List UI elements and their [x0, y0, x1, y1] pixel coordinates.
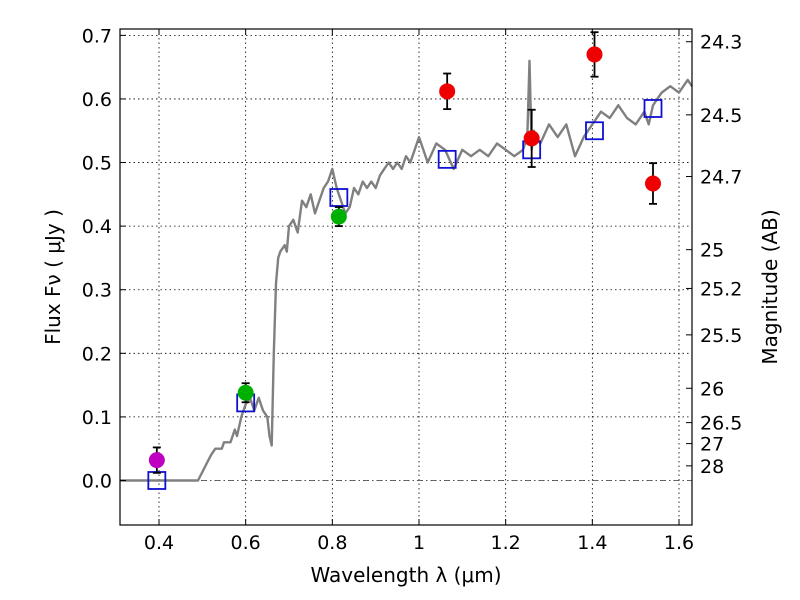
mag-tick-label: 27 [700, 434, 724, 456]
x-tick-label: 0.6 [231, 532, 261, 554]
y-axis-label: Flux Fν ( μJy ) [41, 209, 65, 345]
y-tick-label: 0.7 [82, 25, 112, 47]
mag-tick-label: 24.5 [700, 105, 742, 127]
mag-tick-label: 28 [700, 456, 724, 478]
observed-flux-point [523, 130, 540, 147]
observed-flux-point [645, 175, 661, 192]
mag-tick-label: 24.7 [700, 167, 742, 189]
sed-curve-layer [120, 59, 693, 482]
plot-frame [119, 28, 693, 526]
x-tick-label: 1.4 [577, 532, 607, 554]
mag-tick-label: 24.3 [700, 32, 742, 54]
grid [120, 29, 692, 525]
x-tick-label: 1.6 [664, 532, 694, 554]
x-tick-label: 1 [413, 532, 425, 554]
y-tick-label: 0.5 [82, 153, 112, 175]
mag-tick-label: 25 [700, 240, 724, 262]
y-tick-label: 0.3 [82, 280, 112, 302]
sed-model-line [120, 59, 693, 482]
observed-flux-point [330, 208, 347, 225]
observed-flux-point [237, 384, 254, 401]
y-axis-right-label: Magnitude (AB) [758, 209, 782, 364]
ticks: 0.4 0.6 0.8 1 1.2 1.4 1.6 0.0 0.1 0.2 0.3 0.4 0.5 0.6… [82, 25, 743, 554]
x-tick-label: 0.8 [317, 532, 347, 554]
synthetic-photometry-square [329, 188, 349, 207]
mag-tick-label: 26 [700, 378, 724, 400]
observed-flux-point [439, 83, 456, 100]
mag-tick-label: 25.2 [700, 278, 742, 300]
x-tick-label: 0.4 [144, 532, 174, 554]
mag-tick-label: 26.5 [700, 413, 742, 435]
y-tick-label: 0.4 [82, 216, 112, 238]
synthetic-photometry-square [643, 99, 663, 118]
observed-points [148, 31, 661, 474]
mag-tick-label: 25.5 [700, 325, 742, 347]
synthetic-photometry-square [585, 121, 604, 141]
observed-flux-point [148, 452, 165, 469]
y-tick-label: 0.0 [82, 470, 112, 492]
y-tick-label: 0.6 [82, 89, 112, 111]
y-tick-label: 0.1 [82, 407, 112, 429]
synthetic-photometry-square [437, 149, 457, 169]
x-tick-label: 1.2 [491, 532, 521, 554]
y-tick-label: 0.2 [82, 343, 112, 365]
observed-flux-point [586, 46, 603, 63]
x-axis-label: Wavelength λ (μm) [310, 563, 501, 587]
